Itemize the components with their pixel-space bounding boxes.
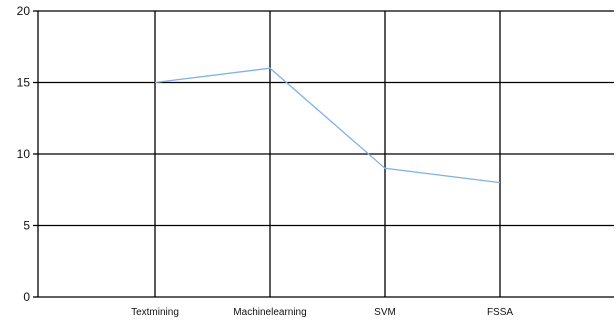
x-tick-label: FSSA bbox=[487, 307, 513, 318]
y-tick-label: 20 bbox=[17, 4, 31, 18]
axes bbox=[33, 10, 614, 298]
x-tick-label: Textmining bbox=[131, 307, 179, 318]
y-tick-label: 10 bbox=[17, 147, 31, 161]
y-tick-label: 0 bbox=[23, 290, 30, 304]
y-tick-label: 15 bbox=[17, 76, 31, 90]
x-tick-label: Machinelearning bbox=[233, 307, 306, 318]
x-tick-label: SVM bbox=[374, 307, 396, 318]
grid bbox=[38, 10, 614, 297]
series-line-1 bbox=[154, 67, 501, 184]
series bbox=[154, 67, 501, 184]
labels: 0 5 10 15 20 Textmining Machinelearning SVM FSSA bbox=[17, 4, 514, 318]
y-tick-label: 5 bbox=[23, 219, 30, 233]
